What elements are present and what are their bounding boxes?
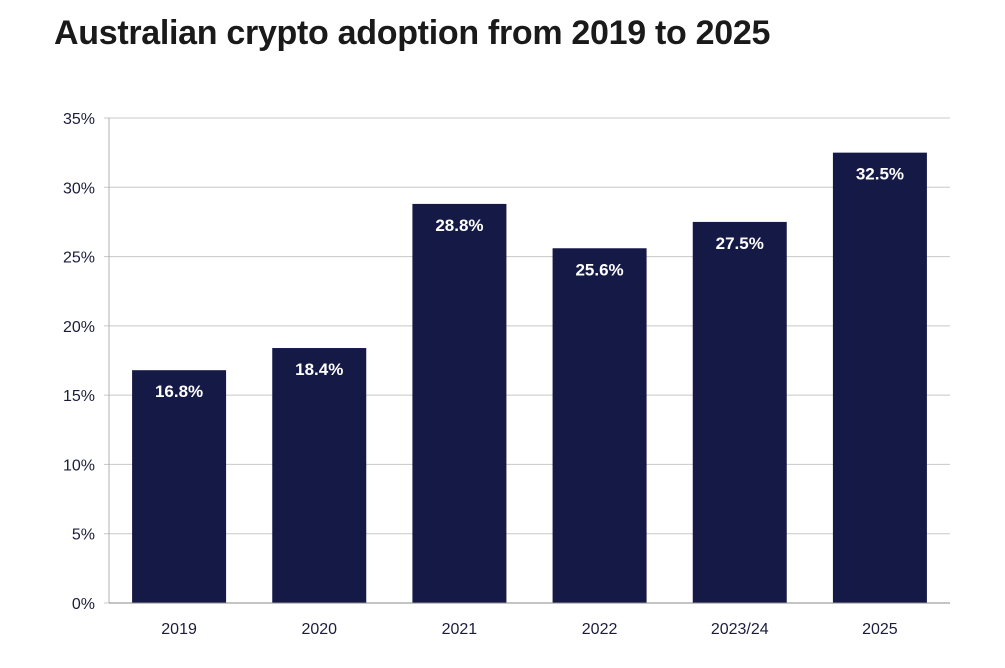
y-tick-label: 15% <box>63 388 95 405</box>
x-tick-label: 2021 <box>442 621 478 638</box>
x-tick-label: 2022 <box>582 621 618 638</box>
bar-2025 <box>832 152 927 603</box>
bars <box>132 152 927 603</box>
axes <box>104 117 950 604</box>
labels: 0% 5% 10% 15% 20% 25% 30% 35% 16.8% 2019 18.4% 2020… <box>63 111 904 638</box>
y-tick-label: 20% <box>63 319 95 336</box>
gridlines <box>109 117 950 535</box>
x-tick-label: 2025 <box>862 621 898 638</box>
x-tick-label: 2020 <box>301 621 337 638</box>
y-tick-label: 25% <box>63 250 95 267</box>
x-tick-label: 2019 <box>161 621 197 638</box>
data-label: 28.8% <box>435 216 483 235</box>
data-label: 32.5% <box>856 165 904 184</box>
y-tick-label: 30% <box>63 180 95 197</box>
bar-2019 <box>132 370 227 603</box>
bar-2020 <box>272 348 367 603</box>
y-tick-label: 35% <box>63 111 95 128</box>
y-tick-label: 5% <box>72 527 95 544</box>
data-label: 25.6% <box>575 260 623 279</box>
chart-title: Australian crypto adoption from 2019 to … <box>54 14 771 52</box>
y-tick-label: 0% <box>72 596 95 613</box>
bar-2023-24 <box>692 221 787 603</box>
data-label: 16.8% <box>155 382 203 401</box>
x-tick-label: 2023/24 <box>711 621 769 638</box>
bar-2022 <box>552 248 647 603</box>
bar-2021 <box>412 203 507 603</box>
data-label: 27.5% <box>716 234 764 253</box>
y-tick-label: 10% <box>63 457 95 474</box>
data-label: 18.4% <box>295 360 343 379</box>
